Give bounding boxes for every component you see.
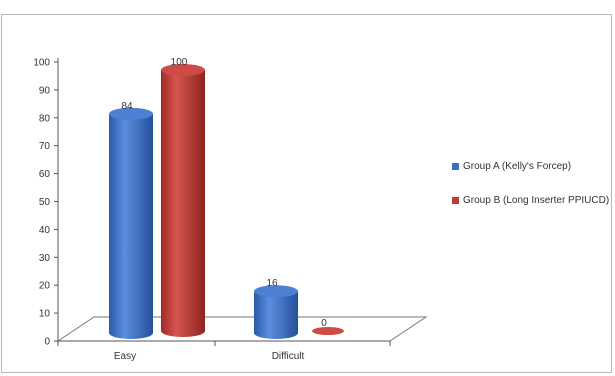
y-tick-label: 10 [39, 309, 51, 320]
data-label: 100 [171, 57, 188, 68]
data-label: 84 [121, 101, 133, 112]
y-tick-label: 0 [44, 337, 50, 348]
legend-item-group-a: Group A (Kelly's Forcep) [452, 160, 612, 174]
bar [254, 285, 298, 339]
bar-top [109, 107, 153, 120]
bar-top [254, 285, 298, 298]
y-tick-label: 70 [39, 141, 51, 152]
bar-flat [312, 327, 344, 335]
legend-swatch-group-a [452, 163, 459, 170]
y-tick-label: 20 [39, 281, 51, 292]
bar-body [109, 113, 153, 339]
data-label: 16 [266, 278, 278, 289]
legend: Group A (Kelly's Forcep) Group B (Long I… [452, 160, 612, 228]
data-label: 0 [321, 318, 327, 329]
y-tick-label: 30 [39, 253, 51, 264]
legend-item-group-b: Group B (Long Inserter PPIUCD) [452, 194, 612, 208]
bar [109, 107, 153, 339]
bar-body [254, 291, 298, 339]
labels-layer: 84 16 100 0 [121, 57, 327, 329]
y-tick-label: 40 [39, 225, 51, 236]
legend-label-group-b: Group B (Long Inserter PPIUCD) [463, 195, 610, 206]
y-tick-label: 100 [33, 58, 50, 69]
bar [312, 327, 344, 335]
axis-layer: 0 10 20 30 40 50 60 70 80 90 100 Easy Difficult [33, 58, 428, 362]
y-tick-label: 90 [39, 85, 51, 96]
x-category-label: Difficult [272, 351, 305, 362]
legend-label-group-a: Group A (Kelly's Forcep) [463, 161, 572, 172]
bar-top [161, 64, 205, 76]
legend-swatch-group-b [452, 197, 459, 204]
chart-frame [1, 14, 612, 373]
x-category-label: Easy [114, 351, 136, 362]
bar [161, 64, 205, 337]
y-tick-label: 60 [39, 169, 51, 180]
y-tick-label: 50 [39, 197, 51, 208]
bar-body [161, 70, 205, 337]
bars-layer [109, 64, 344, 339]
y-tick-label: 80 [39, 113, 51, 124]
